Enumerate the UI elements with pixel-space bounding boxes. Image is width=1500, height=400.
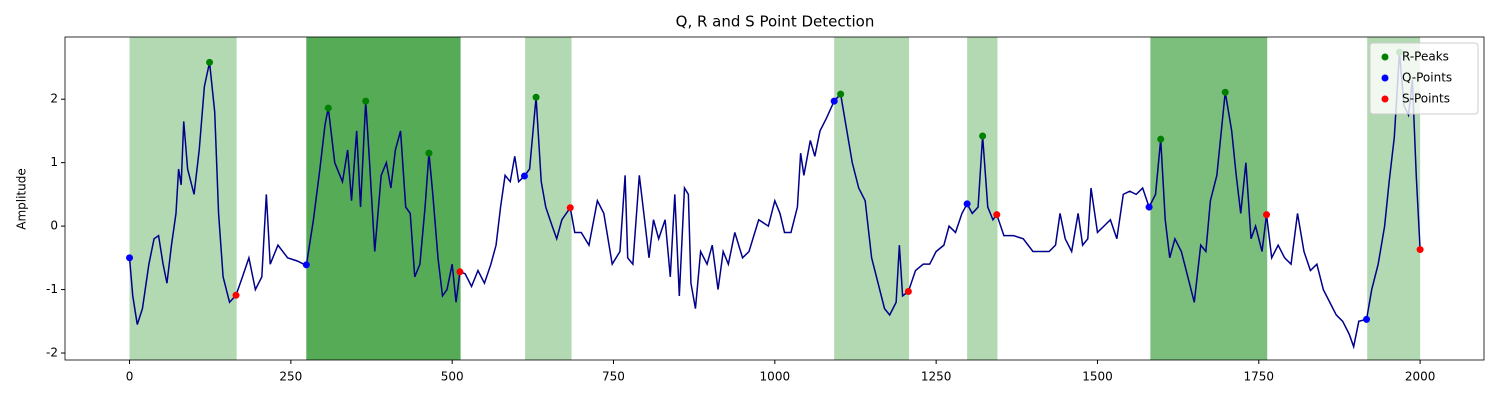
x-tick-label: 1000 xyxy=(760,370,791,384)
point xyxy=(206,58,214,66)
legend-label: R-Peaks xyxy=(1402,50,1449,64)
legend-label: Q-Points xyxy=(1402,71,1452,85)
point xyxy=(456,268,464,276)
span xyxy=(129,37,237,360)
point xyxy=(1363,315,1371,323)
y-tick-label: 2 xyxy=(50,92,58,106)
y-tick-label: -2 xyxy=(46,346,58,360)
point xyxy=(963,200,971,208)
signal-line xyxy=(128,52,1421,350)
legend-marker xyxy=(1381,95,1389,103)
span xyxy=(967,37,998,360)
span xyxy=(525,37,572,360)
x-tick-label: 1500 xyxy=(1082,370,1113,384)
y-axis-label: Amplitude xyxy=(15,168,29,230)
point xyxy=(830,97,838,105)
point xyxy=(302,261,310,269)
point xyxy=(837,90,845,98)
span xyxy=(306,37,461,360)
point xyxy=(566,204,574,212)
point xyxy=(126,254,134,262)
span xyxy=(306,37,461,360)
y-tick-label: -1 xyxy=(46,282,58,296)
point xyxy=(425,149,433,157)
x-tick-label: 1750 xyxy=(1244,370,1275,384)
legend-box xyxy=(1369,42,1479,115)
legend-marker xyxy=(1381,53,1389,61)
x-tick-label: 0 xyxy=(126,370,134,384)
plot-frame xyxy=(64,36,1485,361)
point xyxy=(532,93,540,101)
legend-label: S-Points xyxy=(1402,92,1450,106)
point xyxy=(1221,88,1229,96)
x-tick-label: 750 xyxy=(602,370,625,384)
point xyxy=(362,97,370,105)
legend-marker xyxy=(1381,74,1389,82)
span xyxy=(306,37,461,360)
x-tick-label: 2000 xyxy=(1405,370,1436,384)
point xyxy=(993,211,1001,219)
span xyxy=(1150,37,1268,360)
chart-title: Q, R and S Point Detection xyxy=(676,13,875,31)
point xyxy=(979,132,987,140)
point xyxy=(324,104,332,112)
y-tick-label: 1 xyxy=(50,155,58,169)
x-tick-label: 250 xyxy=(279,370,302,384)
x-tick-label: 500 xyxy=(441,370,464,384)
x-tick-label: 1250 xyxy=(921,370,952,384)
point xyxy=(1416,246,1424,254)
point xyxy=(1157,135,1165,143)
point xyxy=(904,287,912,295)
point xyxy=(1145,203,1153,211)
point xyxy=(232,291,240,299)
point xyxy=(1263,211,1271,219)
y-tick-label: 0 xyxy=(50,219,58,233)
span xyxy=(834,37,910,360)
point xyxy=(520,172,528,180)
